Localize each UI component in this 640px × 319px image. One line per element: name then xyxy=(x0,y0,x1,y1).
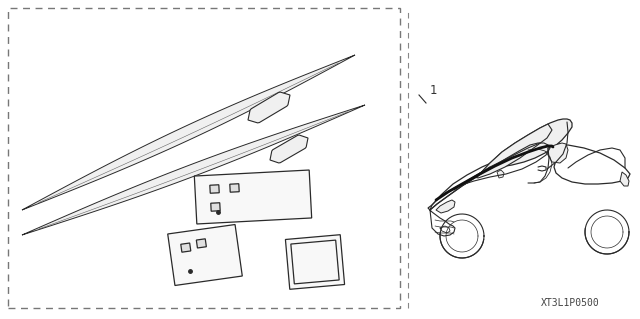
Text: 1: 1 xyxy=(430,85,438,98)
Polygon shape xyxy=(270,135,308,163)
Polygon shape xyxy=(22,105,365,235)
Polygon shape xyxy=(196,239,206,248)
Polygon shape xyxy=(548,143,568,163)
Polygon shape xyxy=(436,200,455,213)
Polygon shape xyxy=(497,170,504,178)
Polygon shape xyxy=(195,170,312,224)
Polygon shape xyxy=(476,124,552,178)
Bar xyxy=(8,8,400,308)
Polygon shape xyxy=(210,185,220,193)
Polygon shape xyxy=(230,184,239,192)
Text: XT3L1P0500: XT3L1P0500 xyxy=(541,298,600,308)
Polygon shape xyxy=(620,172,629,186)
Polygon shape xyxy=(248,92,290,123)
Polygon shape xyxy=(180,243,191,252)
Polygon shape xyxy=(168,225,243,286)
Polygon shape xyxy=(285,235,344,289)
Polygon shape xyxy=(478,119,572,176)
Polygon shape xyxy=(22,55,355,210)
Polygon shape xyxy=(428,142,630,210)
Polygon shape xyxy=(211,203,220,211)
